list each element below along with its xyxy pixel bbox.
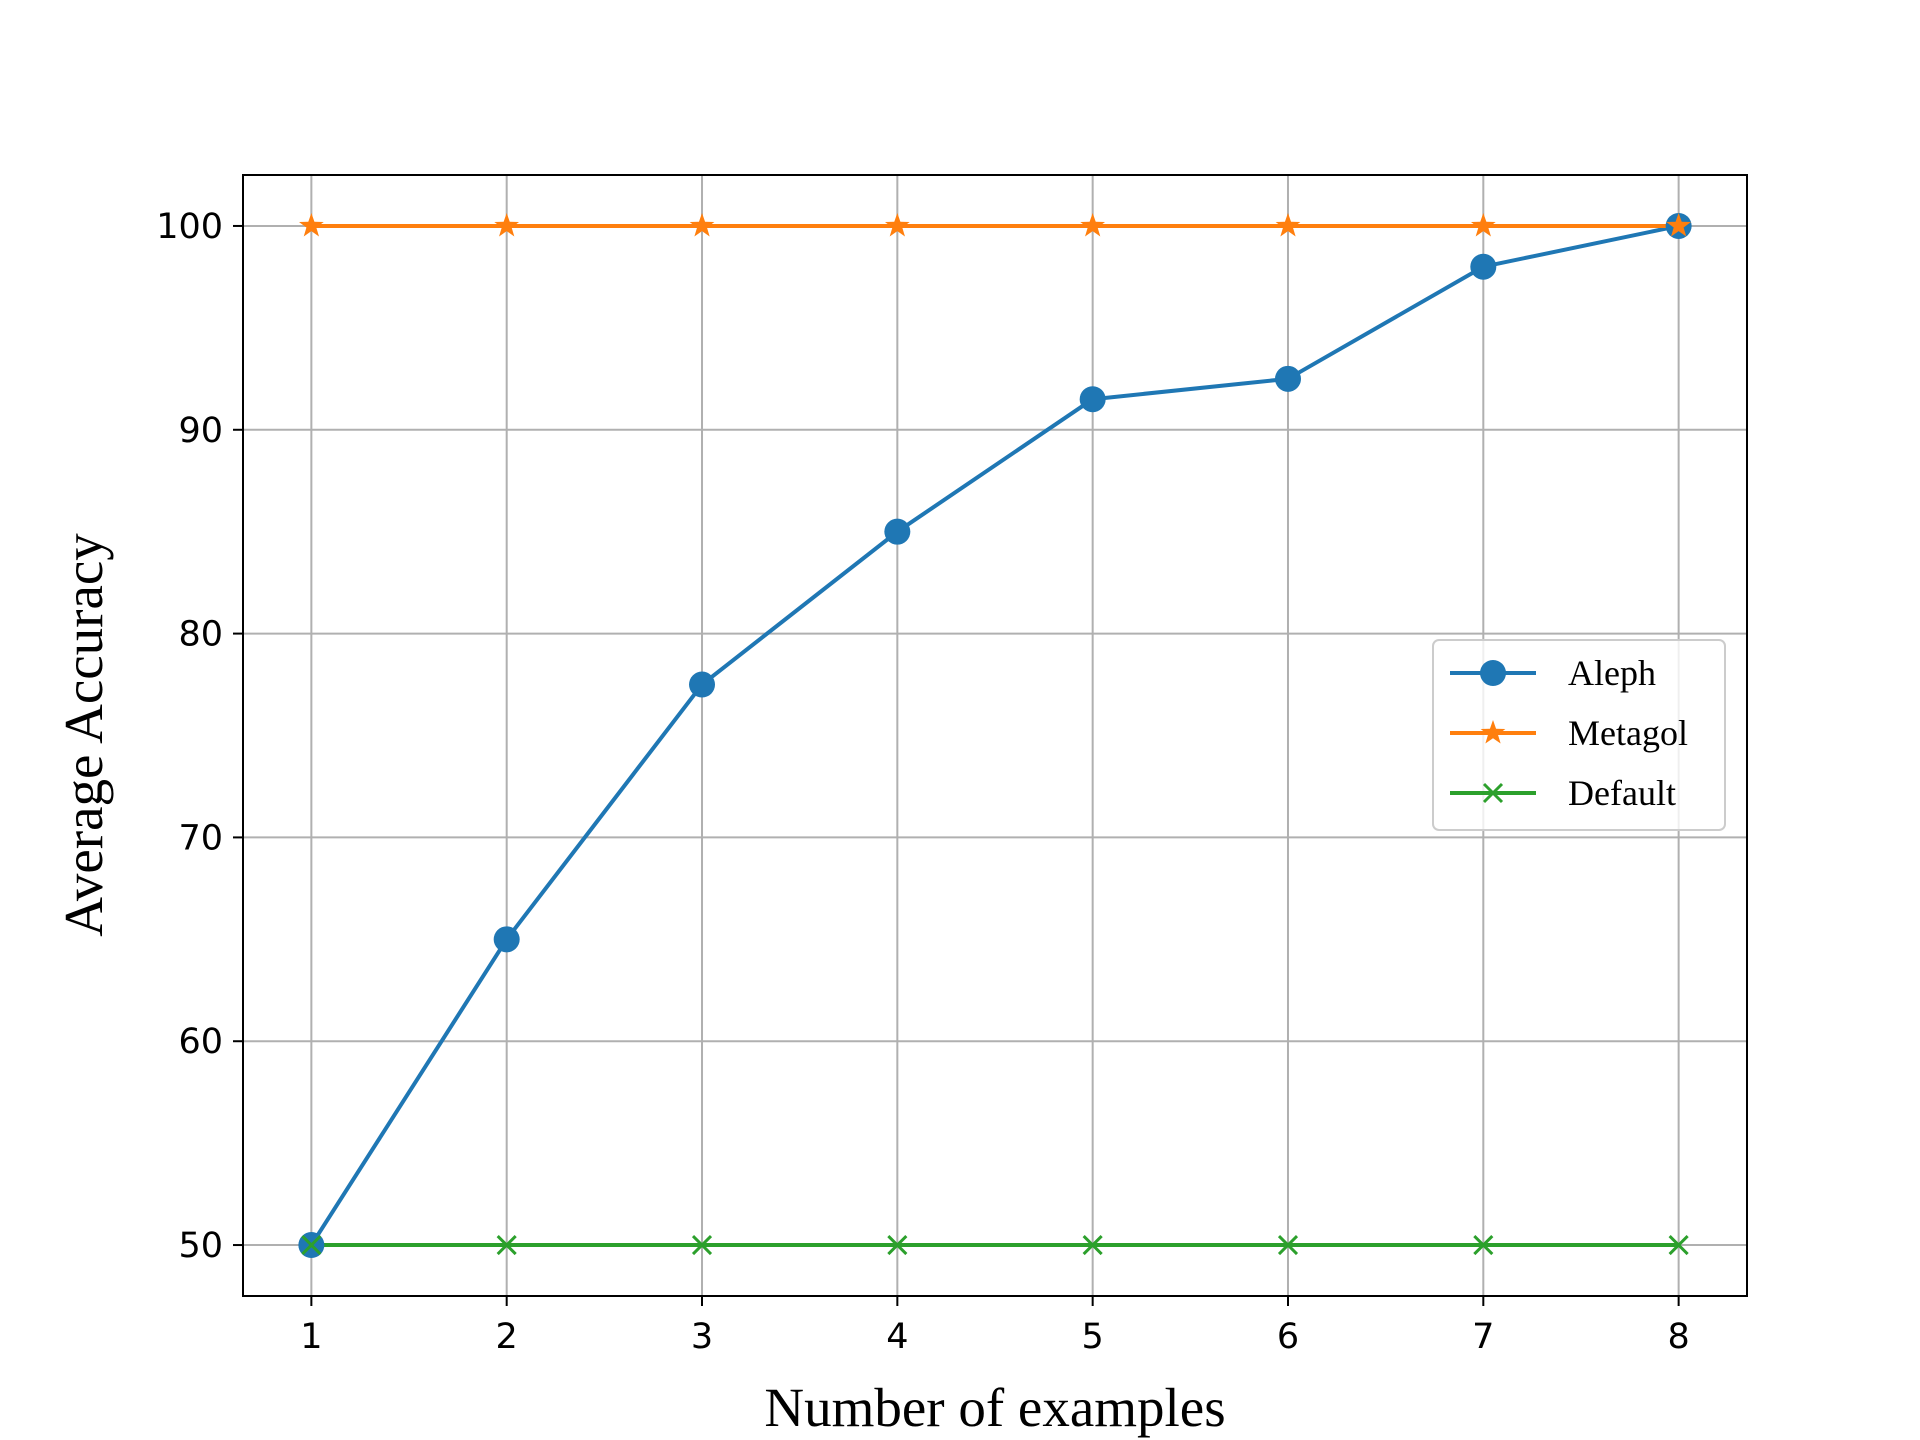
y-tick-label: 100 <box>156 207 223 247</box>
y-tick-label: 90 <box>178 411 223 451</box>
y-tick-label: 70 <box>178 818 223 858</box>
data-point-default <box>496 1234 517 1256</box>
x-tick-label: 3 <box>691 1317 713 1357</box>
legend-label-default: Default <box>1568 773 1676 813</box>
data-point-aleph <box>493 926 520 953</box>
legend-marker-default <box>1482 782 1504 804</box>
data-point-metagol <box>689 212 715 237</box>
data-point-metagol <box>1080 212 1106 237</box>
data-point-aleph <box>1079 386 1106 413</box>
legend-marker-metagol <box>1480 720 1506 744</box>
x-tick-label: 4 <box>886 1317 908 1357</box>
data-point-default <box>1473 1234 1494 1256</box>
y-axis-title: Average Accuracy <box>53 533 114 937</box>
plot-frame <box>242 174 1748 1297</box>
data-point-metagol <box>494 212 520 237</box>
legend-label-metagol: Metagol <box>1568 713 1688 753</box>
data-point-aleph <box>884 518 911 545</box>
data-point-default <box>691 1234 713 1256</box>
data-point-metagol <box>884 212 910 237</box>
data-point-default <box>301 1234 322 1256</box>
data-point-metagol <box>299 212 324 237</box>
data-point-metagol <box>1470 212 1496 237</box>
data-point-default <box>1082 1234 1103 1256</box>
x-tick-label: 6 <box>1277 1317 1299 1357</box>
axis-ticks: 1 2 3 4 5 6 7 8 50 60 70 80 90 100 <box>156 207 1690 1357</box>
data-point-default <box>1277 1234 1299 1256</box>
x-tick-label: 7 <box>1472 1317 1494 1357</box>
x-tick-label: 1 <box>300 1317 322 1357</box>
y-tick-label: 60 <box>178 1022 223 1062</box>
y-tick-label: 50 <box>178 1226 223 1266</box>
y-tick-label: 80 <box>178 615 223 655</box>
series-group <box>298 212 1692 1259</box>
series-line-aleph <box>309 223 1680 1247</box>
x-tick-label: 8 <box>1667 1317 1689 1357</box>
x-tick-label: 2 <box>496 1317 518 1357</box>
legend-frame <box>1432 639 1726 831</box>
x-tick-label: 5 <box>1082 1317 1104 1357</box>
data-point-aleph <box>1274 365 1301 392</box>
data-point-metagol <box>1666 212 1691 237</box>
data-point-default <box>1668 1234 1689 1256</box>
legend-label-aleph: Aleph <box>1568 653 1656 693</box>
legend: Aleph Metagol Default <box>1432 639 1726 831</box>
x-axis-title: Number of examples <box>764 1377 1225 1438</box>
legend-marker-aleph <box>1480 660 1506 686</box>
data-point-aleph <box>689 671 716 698</box>
data-point-default <box>887 1234 908 1256</box>
data-point-metagol <box>1275 212 1301 237</box>
data-point-aleph <box>1470 253 1497 280</box>
